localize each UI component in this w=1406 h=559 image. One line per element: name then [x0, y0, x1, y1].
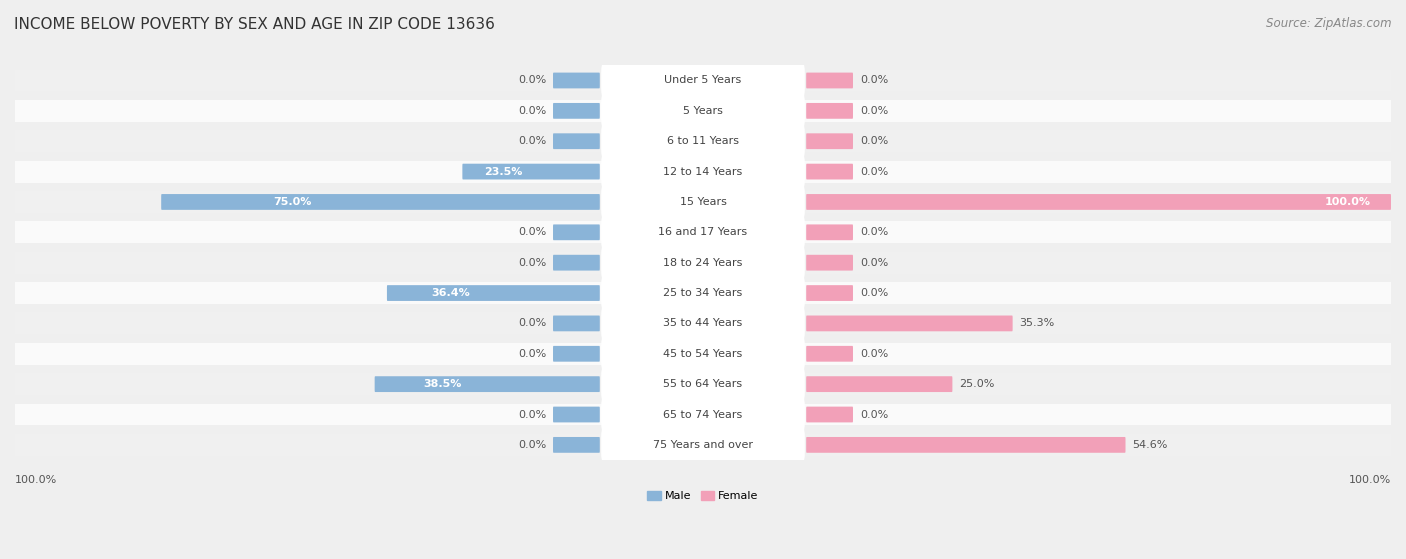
FancyBboxPatch shape: [602, 397, 804, 432]
Text: 35 to 44 Years: 35 to 44 Years: [664, 319, 742, 329]
FancyBboxPatch shape: [602, 64, 804, 97]
FancyBboxPatch shape: [553, 73, 600, 88]
FancyBboxPatch shape: [387, 285, 600, 301]
FancyBboxPatch shape: [602, 276, 804, 310]
Text: 100.0%: 100.0%: [15, 475, 58, 485]
Text: 65 to 74 Years: 65 to 74 Years: [664, 410, 742, 419]
FancyBboxPatch shape: [602, 155, 804, 188]
Text: 5 Years: 5 Years: [683, 106, 723, 116]
FancyBboxPatch shape: [806, 73, 853, 88]
Bar: [15, 312, 1391, 334]
FancyBboxPatch shape: [806, 285, 853, 301]
Text: 0.0%: 0.0%: [517, 258, 546, 268]
Legend: Male, Female: Male, Female: [643, 486, 763, 506]
Bar: [15, 221, 1391, 243]
FancyBboxPatch shape: [806, 437, 1125, 453]
Text: 25 to 34 Years: 25 to 34 Years: [664, 288, 742, 298]
FancyBboxPatch shape: [162, 194, 600, 210]
FancyBboxPatch shape: [602, 94, 804, 128]
Bar: [15, 434, 1391, 456]
Text: 0.0%: 0.0%: [517, 440, 546, 450]
Text: 16 and 17 Years: 16 and 17 Years: [658, 228, 748, 238]
Text: 0.0%: 0.0%: [517, 106, 546, 116]
FancyBboxPatch shape: [602, 337, 804, 371]
Bar: [15, 130, 1391, 152]
Text: 45 to 54 Years: 45 to 54 Years: [664, 349, 742, 359]
FancyBboxPatch shape: [602, 367, 804, 401]
Text: INCOME BELOW POVERTY BY SEX AND AGE IN ZIP CODE 13636: INCOME BELOW POVERTY BY SEX AND AGE IN Z…: [14, 17, 495, 32]
Text: 12 to 14 Years: 12 to 14 Years: [664, 167, 742, 177]
Text: 0.0%: 0.0%: [860, 106, 889, 116]
Bar: [15, 191, 1391, 213]
Text: 15 Years: 15 Years: [679, 197, 727, 207]
FancyBboxPatch shape: [602, 306, 804, 340]
Text: 54.6%: 54.6%: [1132, 440, 1168, 450]
Text: 0.0%: 0.0%: [517, 75, 546, 86]
FancyBboxPatch shape: [806, 164, 853, 179]
Bar: [15, 69, 1391, 92]
Text: 0.0%: 0.0%: [860, 228, 889, 238]
FancyBboxPatch shape: [602, 215, 804, 249]
FancyBboxPatch shape: [553, 406, 600, 423]
FancyBboxPatch shape: [602, 124, 804, 158]
FancyBboxPatch shape: [553, 134, 600, 149]
Text: 75.0%: 75.0%: [274, 197, 312, 207]
Text: 100.0%: 100.0%: [1348, 475, 1391, 485]
FancyBboxPatch shape: [806, 376, 952, 392]
FancyBboxPatch shape: [463, 164, 600, 179]
FancyBboxPatch shape: [602, 245, 804, 280]
Text: 18 to 24 Years: 18 to 24 Years: [664, 258, 742, 268]
Text: Under 5 Years: Under 5 Years: [665, 75, 741, 86]
Text: 55 to 64 Years: 55 to 64 Years: [664, 379, 742, 389]
Text: 0.0%: 0.0%: [860, 349, 889, 359]
Text: 0.0%: 0.0%: [517, 319, 546, 329]
FancyBboxPatch shape: [553, 224, 600, 240]
Text: Source: ZipAtlas.com: Source: ZipAtlas.com: [1267, 17, 1392, 30]
Text: 6 to 11 Years: 6 to 11 Years: [666, 136, 740, 146]
Bar: [15, 160, 1391, 183]
FancyBboxPatch shape: [806, 194, 1391, 210]
FancyBboxPatch shape: [553, 346, 600, 362]
Text: 100.0%: 100.0%: [1324, 197, 1371, 207]
Bar: [15, 282, 1391, 304]
FancyBboxPatch shape: [806, 224, 853, 240]
Text: 75 Years and over: 75 Years and over: [652, 440, 754, 450]
Text: 0.0%: 0.0%: [517, 228, 546, 238]
FancyBboxPatch shape: [806, 255, 853, 271]
Text: 0.0%: 0.0%: [860, 258, 889, 268]
Text: 36.4%: 36.4%: [432, 288, 470, 298]
FancyBboxPatch shape: [553, 255, 600, 271]
Bar: [15, 100, 1391, 122]
Text: 38.5%: 38.5%: [423, 379, 461, 389]
Bar: [15, 373, 1391, 395]
Text: 0.0%: 0.0%: [517, 349, 546, 359]
FancyBboxPatch shape: [553, 315, 600, 331]
Text: 0.0%: 0.0%: [860, 75, 889, 86]
Text: 0.0%: 0.0%: [860, 410, 889, 419]
Text: 0.0%: 0.0%: [517, 136, 546, 146]
FancyBboxPatch shape: [806, 103, 853, 119]
Text: 35.3%: 35.3%: [1019, 319, 1054, 329]
FancyBboxPatch shape: [806, 406, 853, 423]
FancyBboxPatch shape: [806, 134, 853, 149]
FancyBboxPatch shape: [553, 103, 600, 119]
Text: 0.0%: 0.0%: [860, 136, 889, 146]
Bar: [15, 252, 1391, 273]
Text: 23.5%: 23.5%: [485, 167, 523, 177]
Bar: [15, 343, 1391, 364]
Bar: [15, 404, 1391, 425]
FancyBboxPatch shape: [806, 346, 853, 362]
Text: 0.0%: 0.0%: [860, 167, 889, 177]
Text: 25.0%: 25.0%: [959, 379, 994, 389]
FancyBboxPatch shape: [374, 376, 600, 392]
FancyBboxPatch shape: [602, 185, 804, 219]
FancyBboxPatch shape: [806, 315, 1012, 331]
FancyBboxPatch shape: [553, 437, 600, 453]
Text: 0.0%: 0.0%: [860, 288, 889, 298]
Text: 0.0%: 0.0%: [517, 410, 546, 419]
FancyBboxPatch shape: [602, 428, 804, 462]
